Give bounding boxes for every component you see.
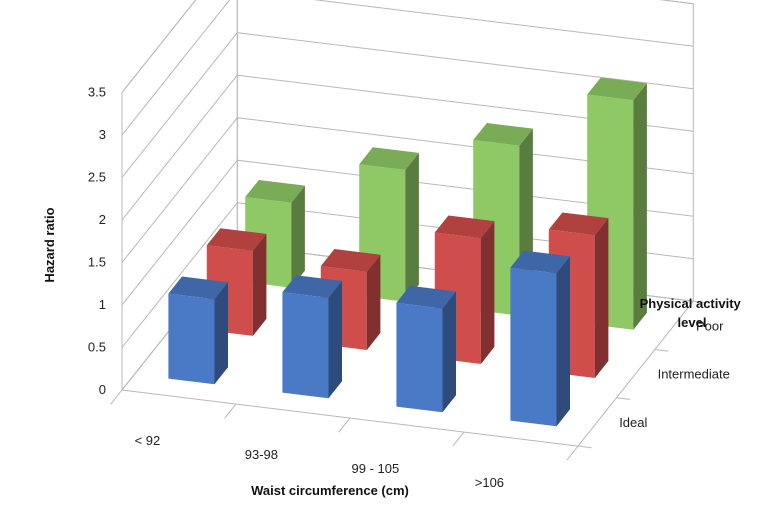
- bar-side: [214, 282, 228, 385]
- bar-front: [396, 302, 443, 413]
- depth-axis-title: Physical activity level: [640, 296, 745, 330]
- bar-top: [359, 147, 419, 170]
- x-axis-title: Waist circumference (cm): [251, 483, 409, 498]
- bar-top: [473, 123, 533, 146]
- bar: [282, 275, 342, 399]
- gridline: [121, 202, 694, 348]
- z-tick-label: Ideal: [619, 415, 647, 430]
- bar-side: [594, 218, 609, 378]
- x-tick-mark: [338, 417, 351, 433]
- bar-side: [442, 291, 456, 413]
- bar-side: [633, 83, 647, 330]
- x-tick-mark: [224, 403, 237, 419]
- z-tick-mark: [577, 445, 592, 449]
- bar-front: [510, 267, 557, 427]
- y-tick-label: 2: [99, 212, 106, 227]
- y-tick-label: 3: [99, 127, 106, 142]
- z-tick-label: Intermediate: [658, 367, 730, 382]
- bar-side: [366, 254, 381, 350]
- bar-top: [548, 212, 609, 236]
- z-tick-label: Poor: [696, 318, 724, 333]
- bar-side: [328, 280, 342, 399]
- gridline: [121, 32, 694, 178]
- y-tick-label: 1.5: [88, 255, 106, 270]
- y-tick-label: 1: [99, 297, 106, 312]
- bar-side: [556, 256, 570, 427]
- bar: [396, 285, 456, 413]
- gridline: [121, 159, 694, 306]
- bar: [168, 276, 228, 385]
- bar-side: [405, 152, 419, 302]
- grid-layer: 0 0.5 1 1.5 2 2.5 3 3.5 < 92 93-98 99 - 105 >106 Ide…: [88, 0, 730, 490]
- y-tick-label: 0.5: [88, 340, 106, 355]
- bar-top: [206, 228, 267, 251]
- depth-axis-title-line-1: Physical activity: [640, 296, 742, 311]
- x-tick-mark: [110, 389, 123, 405]
- x-tick-label: 93-98: [245, 447, 278, 462]
- bar-side: [252, 233, 267, 336]
- y-tick-label: 3.5: [88, 85, 106, 100]
- x-tick-label: >106: [475, 475, 504, 490]
- gridline: [121, 117, 694, 263]
- x-tick-mark: [566, 445, 579, 461]
- gridline: [121, 0, 694, 136]
- bar-top: [320, 249, 381, 272]
- depth-axis-title-line-2: level: [678, 315, 707, 330]
- bar-top: [168, 276, 228, 300]
- z-tick-mark: [693, 300, 707, 304]
- bar-side: [291, 185, 305, 288]
- x-tick-mark: [452, 431, 465, 447]
- gridline: [121, 0, 694, 93]
- gridline: [121, 74, 694, 221]
- labels-layer: Hazard ratio Waist circumference (cm) Ph…: [42, 207, 745, 498]
- bars-layer: [168, 77, 647, 427]
- bar-top: [282, 275, 342, 298]
- bar-top: [434, 215, 495, 239]
- bar-top: [510, 250, 570, 274]
- x-tick-label: < 92: [135, 433, 161, 448]
- bar: [510, 250, 570, 427]
- z-tick-mark: [654, 348, 669, 352]
- bar-front: [168, 293, 215, 385]
- y-axis-title: Hazard ratio: [42, 207, 57, 282]
- bar-side: [480, 221, 495, 364]
- y-tick-label: 0: [99, 382, 106, 397]
- bar-front: [282, 292, 329, 399]
- bar-top: [587, 77, 647, 101]
- y-tick-label: 2.5: [88, 170, 106, 185]
- bar-top: [396, 285, 456, 309]
- z-tick-mark: [616, 397, 630, 400]
- bar-top: [245, 180, 305, 203]
- x-tick-label: 99 - 105: [352, 461, 400, 476]
